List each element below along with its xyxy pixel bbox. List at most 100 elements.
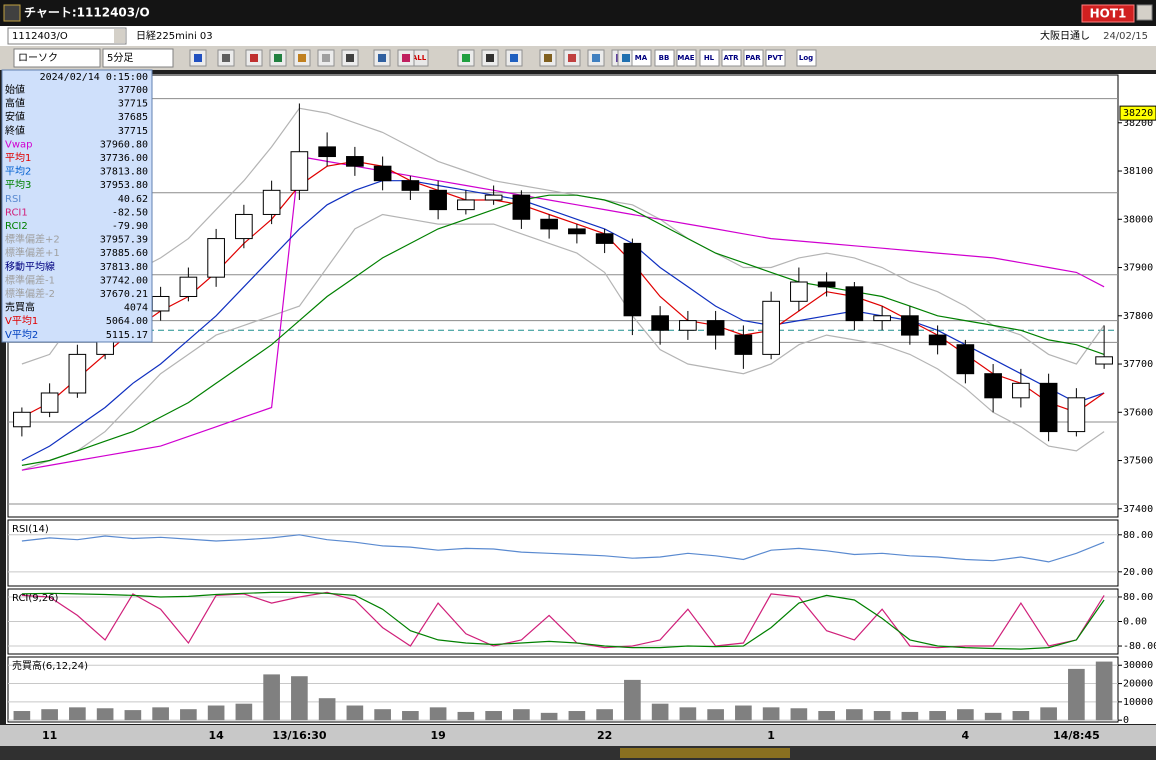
y-tick-label: 80.00 [1123, 530, 1153, 541]
y-tick-label: 38100 [1123, 166, 1153, 177]
y-tick-label: 38000 [1123, 214, 1153, 225]
info-label: 平均3 [5, 178, 31, 191]
volume-bar [901, 711, 919, 721]
scrollbar[interactable] [0, 746, 1156, 760]
info-label: 標準偏差+2 [5, 233, 60, 246]
indicator-button[interactable] [743, 49, 764, 67]
volume-bar [318, 698, 336, 721]
indicator-line [21, 155, 1105, 471]
chart-type-text: ローソク [18, 52, 58, 64]
panel-label: RSI(14) [12, 524, 49, 535]
y-tick-label: 30000 [1123, 660, 1153, 671]
symbol-input[interactable] [7, 27, 127, 45]
candle-body [845, 286, 864, 322]
y-tick-label: 37700 [1123, 359, 1153, 370]
close-button[interactable] [1136, 4, 1153, 21]
volume-bar [1040, 707, 1057, 721]
market-name: 大阪日通し [1040, 29, 1090, 42]
x-tick-label: 14 [208, 729, 224, 742]
indicator-label: BB [659, 54, 670, 62]
chart-type-select[interactable] [13, 48, 101, 68]
volume-bar [429, 707, 447, 721]
plot-area [6, 74, 1156, 724]
info-label: 標準偏差-2 [5, 287, 55, 300]
panel-label: RCI(9,26) [12, 593, 59, 604]
candle-body [1012, 382, 1030, 399]
indicator-line [21, 107, 1105, 365]
info-label: 平均1 [5, 151, 31, 164]
info-bar [0, 26, 1156, 46]
tool-glyph [402, 54, 410, 62]
indicator-label: PAR [745, 54, 761, 62]
volume-bar [762, 707, 780, 721]
candle-body [429, 189, 447, 211]
info-label: 平均2 [5, 165, 31, 178]
y-tick-label: 37400 [1123, 504, 1153, 515]
info-label: 高値 [5, 97, 25, 110]
volume-bar [207, 705, 225, 721]
candle-body [901, 315, 919, 336]
hot-button[interactable] [1081, 4, 1135, 23]
tool-glyph [378, 54, 386, 62]
candle-body [679, 320, 697, 331]
x-tick-label: 1 [767, 729, 775, 742]
candle-body [1039, 382, 1058, 433]
tool-glyph [274, 54, 282, 62]
info-label: V平均1 [5, 314, 38, 327]
volume-bar [346, 705, 364, 721]
candle-body [40, 392, 59, 413]
y-tick-label: 37600 [1123, 407, 1153, 418]
info-label: 標準偏差+1 [5, 246, 60, 259]
price-tag [1119, 105, 1156, 121]
volume-bar [152, 707, 169, 721]
y-tick-label: 37900 [1123, 263, 1153, 274]
indicator-label: MA [635, 54, 648, 62]
volume-bar [485, 711, 502, 721]
candle-body [706, 320, 725, 336]
volume-bar [735, 705, 752, 721]
volume-bar [957, 709, 974, 721]
indicator-button[interactable] [654, 49, 675, 67]
info-value: 37960.80 [100, 139, 148, 150]
indicator-button[interactable] [631, 49, 652, 67]
candle-body [457, 199, 475, 211]
all-label: ALL [412, 54, 427, 62]
indicator-button[interactable] [699, 49, 720, 67]
x-tick-label: 4 [962, 729, 970, 742]
volume-bar [1068, 668, 1085, 721]
indicator-button[interactable] [676, 49, 697, 67]
symbol-dropdown[interactable] [114, 29, 125, 43]
interval-select[interactable] [102, 48, 174, 68]
info-datetime: 2024/02/14 0:15:00 [40, 72, 148, 83]
indicator-button[interactable] [721, 49, 742, 67]
tool-glyph [510, 54, 518, 62]
tool-glyph [250, 54, 258, 62]
y-tick-label: 0 [1123, 715, 1129, 726]
scroll-thumb[interactable] [620, 748, 790, 758]
candle-body [318, 146, 336, 158]
volume-bar [263, 674, 280, 721]
volume-bar [846, 709, 863, 721]
candle-body [373, 165, 392, 182]
x-tick-label: 13/16:30 [272, 729, 327, 742]
panel-label: 売買高(6,12,24) [12, 659, 88, 672]
candle-body [568, 228, 586, 235]
x-tick-label: 22 [597, 729, 612, 742]
candle-body [984, 373, 1002, 399]
y-tick-label: 37500 [1123, 456, 1153, 467]
info-label: RCI2 [5, 221, 28, 232]
info-value: 37885.60 [100, 248, 148, 259]
info-value: 37685 [118, 112, 148, 123]
indicator-button[interactable] [796, 49, 817, 67]
info-label: 売買高 [5, 301, 35, 314]
indicator-button[interactable] [765, 49, 786, 67]
tool-glyph [462, 54, 470, 62]
volume-bar [624, 679, 641, 721]
volume-bar [540, 712, 558, 721]
candle-body [151, 295, 170, 312]
volume-bar [96, 708, 114, 721]
volume-bar [984, 712, 1002, 721]
indicator-line [21, 160, 1105, 418]
volume-bar [374, 709, 391, 721]
